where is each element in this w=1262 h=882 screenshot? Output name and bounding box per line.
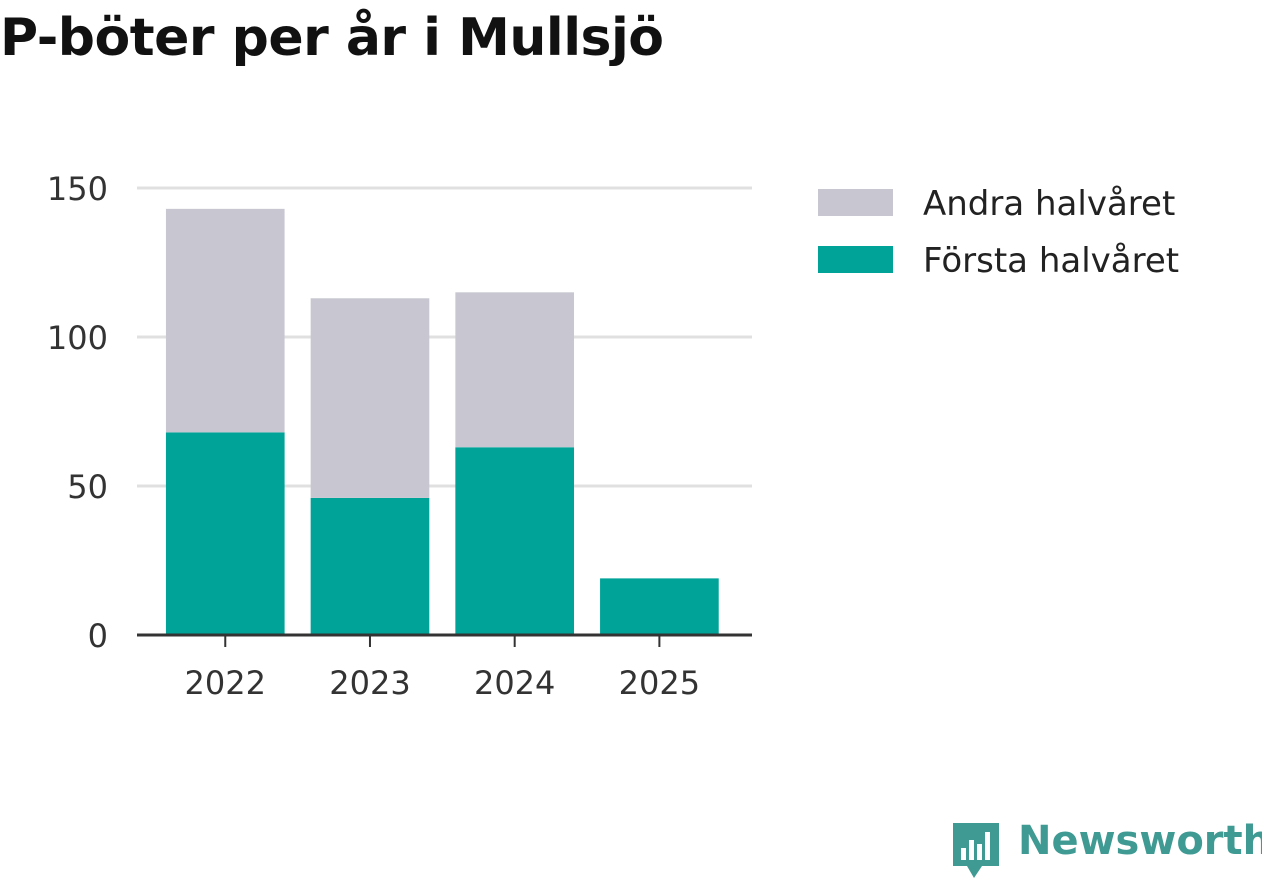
bar-2022-forsta: [165, 432, 285, 635]
x-tick-label: 2023: [329, 664, 410, 702]
bar-2022-andra: [165, 208, 285, 433]
bars: [165, 208, 719, 635]
y-tick-label: 0: [88, 617, 108, 655]
legend-swatch: [818, 246, 893, 273]
bar-2024-forsta: [455, 447, 575, 635]
newsworthy-logo-icon: [953, 823, 999, 878]
y-tick-label: 50: [67, 468, 108, 506]
bar-2024-andra: [455, 292, 575, 448]
brand-name: Newsworthy: [1018, 818, 1262, 864]
bar-2025-forsta: [600, 578, 719, 635]
y-tick-label: 150: [47, 170, 108, 208]
y-axis-ticks: 0 50 100 150: [47, 170, 108, 655]
bar-2023-forsta: [310, 497, 430, 635]
bar-2023-andra: [310, 298, 430, 498]
x-tick-label: 2022: [185, 664, 266, 702]
y-tick-label: 100: [47, 319, 108, 357]
chart-title: P-böter per år i Mullsjö: [0, 8, 664, 68]
legend: Andra halvåret Första halvåret: [818, 184, 1179, 281]
legend-label: Första halvåret: [923, 241, 1179, 281]
legend-swatch: [818, 189, 893, 216]
x-axis-ticks: 2022 2023 2024 2025: [185, 635, 700, 702]
x-tick-label: 2024: [474, 664, 555, 702]
x-tick-label: 2025: [619, 664, 700, 702]
legend-label: Andra halvåret: [923, 184, 1175, 224]
